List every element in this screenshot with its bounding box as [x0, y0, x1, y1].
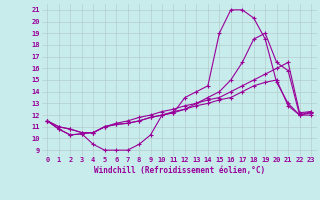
X-axis label: Windchill (Refroidissement éolien,°C): Windchill (Refroidissement éolien,°C) — [94, 166, 265, 175]
